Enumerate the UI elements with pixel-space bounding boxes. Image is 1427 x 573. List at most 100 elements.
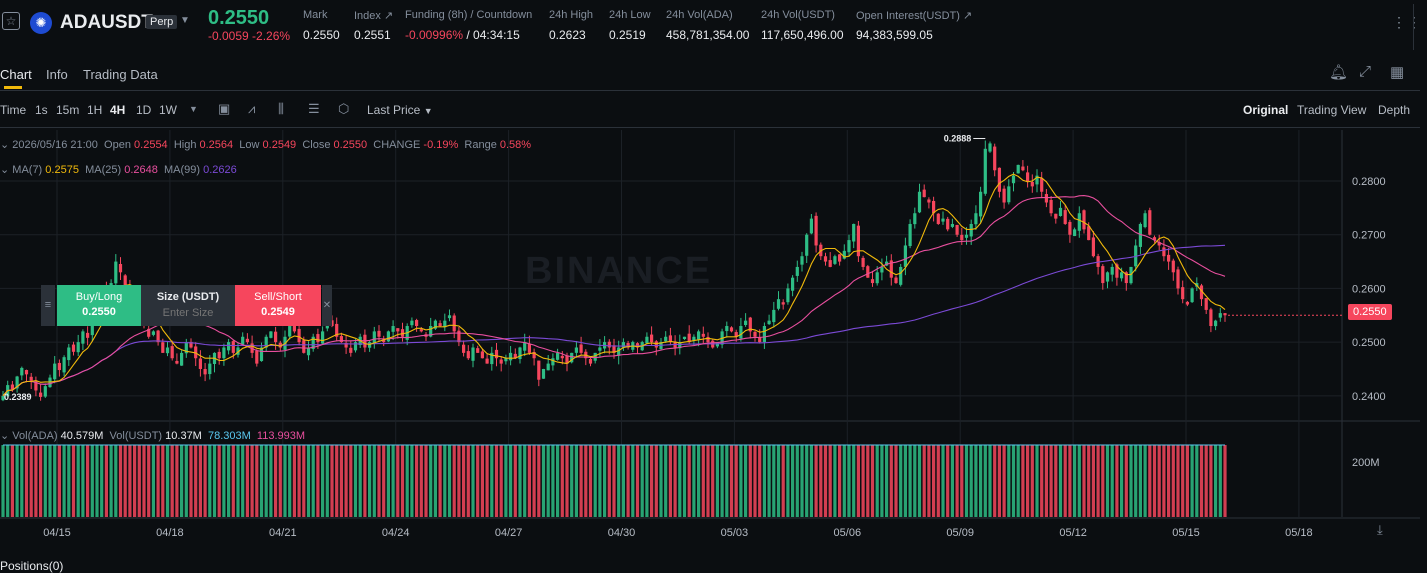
candle-body — [513, 353, 517, 359]
tab-trading-data[interactable]: Trading Data — [83, 67, 158, 82]
candle-body — [753, 331, 757, 337]
candle-body — [1007, 186, 1011, 203]
candle-body — [706, 336, 710, 343]
volume-bar — [95, 445, 99, 517]
candle-body — [222, 347, 226, 359]
interval-1w[interactable]: 1W — [159, 103, 177, 117]
candle-body — [208, 363, 212, 375]
candle-body — [621, 342, 625, 348]
volume-bar — [1204, 445, 1208, 517]
volume-bar — [494, 445, 499, 517]
volume-bar — [1087, 445, 1091, 517]
interval-time[interactable]: Time — [0, 103, 27, 117]
volume-bar — [823, 445, 828, 517]
candle-body — [682, 336, 687, 340]
candle-body — [993, 146, 997, 171]
sell-short-button[interactable]: Sell/Short 0.2549 — [235, 285, 321, 326]
stat-label: Index ↗ — [354, 10, 394, 22]
volume-bar — [321, 445, 325, 517]
candle-body — [349, 347, 353, 353]
volume-bar — [974, 445, 978, 517]
volume-bar — [631, 445, 635, 517]
close-icon[interactable]: ✕ — [322, 285, 332, 326]
settings-icon[interactable]: ⬡ — [338, 101, 350, 116]
high-value: 0.2564 — [199, 139, 234, 151]
candle-body — [452, 315, 456, 332]
chevron-down-icon[interactable]: ▼ — [180, 15, 190, 26]
candlesticks — [1, 140, 1227, 402]
price-type-select[interactable]: Last Price ▼ — [367, 103, 433, 117]
candle-body — [34, 381, 38, 391]
volume-bar — [932, 445, 936, 517]
interval-more-icon[interactable]: ▼ — [189, 104, 198, 114]
stat-value-secondary: / 04:34:15 — [463, 28, 520, 42]
candle-body — [1223, 313, 1227, 316]
binance-watermark: BINANCE — [525, 250, 713, 292]
candle-body — [81, 331, 85, 344]
favorite-star-icon[interactable]: ☆ — [2, 12, 20, 30]
collapse-icon[interactable]: ⌄ — [0, 164, 10, 176]
calendar-icon[interactable]: ▣ — [218, 101, 231, 116]
volume-bar — [250, 445, 254, 517]
bell-icon[interactable]: 🔔︎ — [1329, 64, 1349, 81]
volume-bar — [734, 445, 738, 517]
interval-4h[interactable]: 4H — [110, 103, 126, 117]
volume-bar — [133, 445, 137, 517]
candle-body — [269, 331, 273, 338]
candle-body — [725, 326, 729, 332]
buy-price: 0.2550 — [82, 306, 116, 318]
volume-bar — [739, 445, 743, 517]
candle-body — [955, 224, 959, 235]
collapse-icon[interactable]: ⌄ — [0, 139, 10, 151]
indicators-icon[interactable]: ☰ — [308, 101, 320, 116]
ma7-label: MA(7) — [12, 164, 43, 176]
candles-icon[interactable]: ⫼ — [278, 101, 284, 116]
line-chart-icon[interactable]: ⩘ — [248, 101, 256, 116]
candle-body — [118, 263, 123, 273]
positions-tab[interactable]: Positions(0) — [0, 559, 64, 573]
candle-body — [786, 288, 790, 303]
drag-handle-icon[interactable]: ≡ — [41, 285, 55, 326]
ma99-label: MA(99) — [163, 164, 201, 176]
candle-body — [288, 326, 292, 337]
scroll-to-latest-icon[interactable]: ⤓ — [1377, 522, 1383, 537]
volume-bar — [62, 445, 66, 517]
candle-body — [518, 347, 522, 360]
interval-15m[interactable]: 15m — [56, 103, 80, 117]
candle-body — [1209, 309, 1213, 327]
tab-chart[interactable]: Chart — [0, 67, 32, 82]
view-trading-view[interactable]: Trading View — [1297, 103, 1367, 117]
volume-bar — [1016, 445, 1020, 517]
candle-body — [838, 254, 842, 262]
layout-grid-icon[interactable]: ▦ — [1390, 64, 1405, 81]
candle-body — [969, 223, 973, 237]
interval-1d[interactable]: 1D — [136, 103, 152, 117]
interval-1s[interactable]: 1s — [35, 103, 48, 117]
candle-body — [1162, 247, 1166, 257]
buy-long-button[interactable]: Buy/Long 0.2550 — [57, 285, 141, 326]
view-depth[interactable]: Depth — [1378, 103, 1411, 117]
candle-body — [833, 256, 837, 264]
expand-icon[interactable]: ⤢ — [1359, 63, 1372, 80]
view-original[interactable]: Original — [1243, 103, 1289, 117]
symbol-name[interactable]: ADAUSDT — [60, 12, 153, 33]
interval-1h[interactable]: 1H — [87, 103, 103, 117]
volume-bar — [640, 445, 644, 517]
size-input[interactable] — [143, 306, 233, 320]
price-chart[interactable]: 0.2800 0.2700 0.2600 0.2500 0.2400 04/15 04/18… — [0, 0, 1427, 545]
volume-bar — [447, 445, 452, 517]
volume-bar — [715, 445, 719, 517]
candle-body — [523, 342, 527, 351]
volume-bar — [908, 445, 912, 517]
volume-bar — [1176, 445, 1180, 517]
market-header: ☆ ✺ ADAUSDT Perp ▼ 0.2550 -0.0059 -2.26%… — [0, 0, 1427, 54]
candle-body — [438, 323, 442, 327]
volume-bar — [203, 445, 207, 517]
collapse-icon[interactable]: ⌄ — [0, 430, 10, 442]
volume-bar — [20, 445, 24, 517]
volume-bar — [1073, 445, 1077, 517]
tab-info[interactable]: Info — [46, 67, 68, 82]
volume-bar — [1171, 445, 1175, 517]
volume-bar — [372, 445, 376, 517]
ohlc-info: ⌄ 2026/05/16 21:00 Open 0.2554 High 0.25… — [0, 138, 531, 151]
